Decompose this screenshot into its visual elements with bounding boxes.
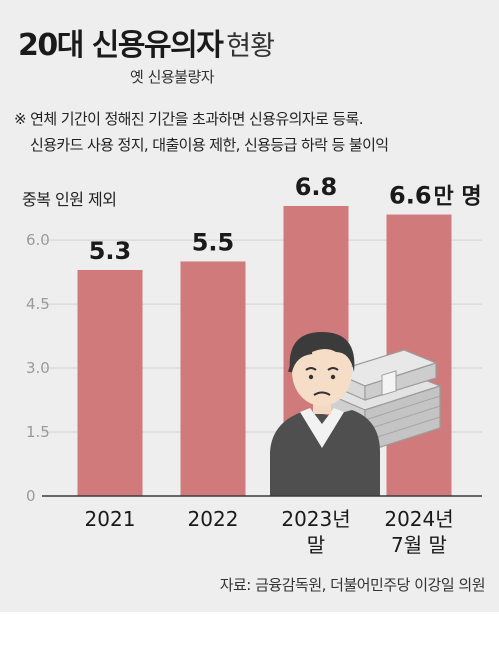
bar-value-label: 5.5: [192, 228, 235, 256]
bar-value-text: 6.8: [295, 173, 338, 201]
x-tick-label: 2024년: [384, 507, 453, 531]
bar-value-text: 5.5: [192, 228, 235, 256]
bar-value-label: 6.6만 명: [389, 182, 482, 210]
bars: [78, 206, 452, 496]
bar-value-text: 6.6: [389, 182, 432, 210]
bar-chart: 0 1.5 3.0 4.5 6.0 5.3 5.5 6.8 6.6만 명 2021 2022 2023…: [0, 0, 499, 612]
bar-value-label: 6.8: [295, 173, 338, 201]
bar: [181, 261, 246, 496]
source-note: 자료: 금융감독원, 더불어민주당 이강일 의원: [220, 574, 485, 595]
y-tick-label: 4.5: [26, 295, 50, 313]
x-tick-label: 2021: [85, 507, 136, 531]
bar: [78, 270, 143, 496]
y-tick-label: 0: [26, 487, 36, 505]
x-tick-label: 말: [307, 533, 325, 557]
y-tick-label: 6.0: [26, 231, 50, 249]
bar-value-label: 5.3: [89, 237, 132, 265]
x-tick-label: 7월 말: [391, 533, 447, 557]
x-tick-label: 2022: [188, 507, 239, 531]
y-tick-label: 3.0: [26, 359, 50, 377]
value-unit-label: 만 명: [434, 185, 482, 210]
y-tick-label: 1.5: [26, 423, 50, 441]
bar-value-text: 5.3: [89, 237, 132, 265]
x-tick-label: 2023년: [281, 507, 350, 531]
